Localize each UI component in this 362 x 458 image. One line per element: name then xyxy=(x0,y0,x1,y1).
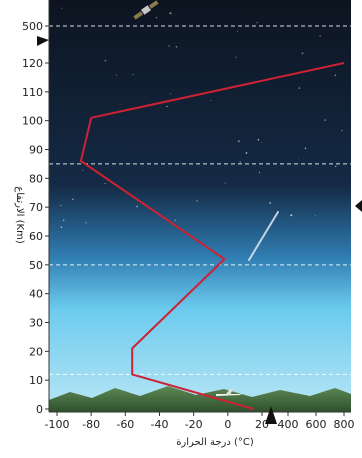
meteor-icon xyxy=(248,211,279,261)
y-tick-label: 20 xyxy=(29,345,43,358)
y-tick-label: 60 xyxy=(29,230,43,243)
star xyxy=(335,165,337,168)
y-tick-label: 70 xyxy=(29,201,43,214)
star xyxy=(304,147,307,150)
x-tick-label: 400 xyxy=(278,418,299,431)
star xyxy=(104,59,107,62)
star xyxy=(104,183,106,184)
star xyxy=(71,198,74,201)
star xyxy=(298,158,299,159)
star xyxy=(269,202,271,204)
star xyxy=(324,119,326,121)
star xyxy=(82,169,84,171)
x-axis-title: درجة الحرارة (°C) xyxy=(176,437,254,448)
star xyxy=(257,139,260,141)
star xyxy=(63,219,65,221)
star xyxy=(169,12,172,15)
layer-boundaries xyxy=(49,25,351,375)
star xyxy=(334,74,337,77)
star xyxy=(168,45,170,47)
star xyxy=(224,182,226,184)
star xyxy=(290,214,293,217)
y-axis: 0 10 20 30 40 50 60 70 80 90 100 110 120 500 xyxy=(22,0,50,416)
y-tick-label: 500 xyxy=(22,20,43,33)
y-tick-label: 10 xyxy=(29,374,43,387)
aircraft-icon xyxy=(216,389,243,396)
y-tick-label: 30 xyxy=(29,317,43,330)
x-tick-label: 20 xyxy=(255,418,269,431)
x-tick-label: -100 xyxy=(45,418,70,431)
star xyxy=(175,46,178,48)
star xyxy=(314,215,316,217)
star xyxy=(210,99,212,101)
star xyxy=(132,74,134,76)
star xyxy=(235,56,237,58)
x-axis-break-marker xyxy=(265,406,277,424)
x-tick-label: -80 xyxy=(82,418,100,431)
star xyxy=(119,104,121,106)
y-tick-label: 0 xyxy=(36,403,43,416)
y-tick-label: 80 xyxy=(29,172,43,185)
sky-background xyxy=(49,0,351,412)
y-axis-break-marker xyxy=(37,36,49,46)
star xyxy=(196,200,198,202)
star xyxy=(256,22,258,24)
star xyxy=(136,205,139,208)
star xyxy=(258,171,261,174)
star xyxy=(174,219,177,222)
satellite-icon xyxy=(133,0,159,20)
y-tick-label: 50 xyxy=(29,259,43,272)
y-axis-title: الارتفاع (Km) xyxy=(14,186,25,244)
star xyxy=(85,221,87,224)
star xyxy=(301,52,304,55)
star xyxy=(341,129,343,132)
right-edge-arrow xyxy=(355,200,362,212)
stars xyxy=(60,7,343,229)
star xyxy=(60,204,62,207)
y-tick-label: 90 xyxy=(29,144,43,157)
star xyxy=(237,30,239,32)
x-tick-label: 600 xyxy=(306,418,327,431)
star xyxy=(170,92,172,95)
star xyxy=(155,16,158,19)
x-axis: -100 -80 -60 -40 -20 0 20 400 600 800 xyxy=(45,411,355,431)
star xyxy=(61,7,63,9)
star xyxy=(298,87,301,89)
x-tick-label: -40 xyxy=(151,418,169,431)
star xyxy=(60,226,63,229)
star xyxy=(245,152,248,154)
x-tick-label: -60 xyxy=(116,418,134,431)
star xyxy=(166,105,168,108)
y-tick-label: 40 xyxy=(29,288,43,301)
x-tick-label: 800 xyxy=(334,418,355,431)
star xyxy=(237,140,240,143)
x-tick-label: -20 xyxy=(185,418,203,431)
star xyxy=(319,35,321,37)
star xyxy=(261,142,263,144)
y-tick-label: 110 xyxy=(22,86,43,99)
x-tick-label: 0 xyxy=(224,418,231,431)
star xyxy=(239,161,241,163)
mountains-icon xyxy=(49,386,351,412)
star xyxy=(116,74,117,76)
temperature-profile-line xyxy=(79,62,345,410)
y-tick-label: 100 xyxy=(22,115,43,128)
y-tick-label: 120 xyxy=(22,57,43,70)
